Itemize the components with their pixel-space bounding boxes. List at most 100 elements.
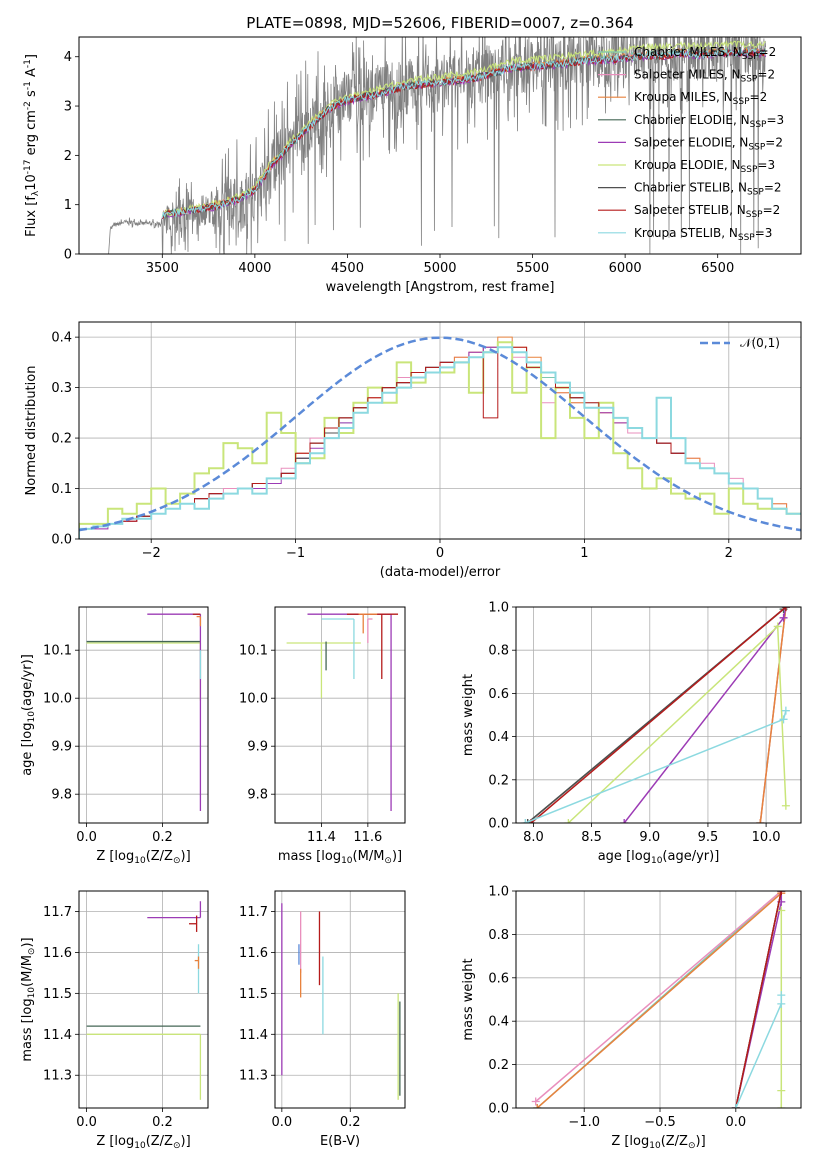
weight-vs-age-marker bbox=[781, 801, 790, 810]
residuals-ytick-label: 0.1 bbox=[51, 482, 72, 497]
weight-vs-Z-ytick-label: 0.0 bbox=[488, 1102, 509, 1117]
mass-vs-ebv-frame bbox=[274, 890, 406, 1109]
mass-vs-ebv-axes: 0.0 0.2 11.3 11.4 11.5 11.6 11.7 E(B-V) bbox=[239, 890, 406, 1149]
weight-vs-age-line bbox=[530, 607, 787, 823]
weight-vs-Z-frame bbox=[515, 890, 802, 1109]
weight-vs-Z-xtick-label: −1.0 bbox=[568, 1115, 600, 1130]
age-vs-mass-ytick-label: 10.0 bbox=[239, 692, 268, 707]
spectrum-legend-label: Chabrier STELIB, NSSP​=2 bbox=[634, 181, 782, 198]
mass-vs-ebv-xlabel: E(B-V) bbox=[320, 1134, 360, 1149]
mass-vs-ebv-ytick-label: 11.6 bbox=[239, 946, 268, 961]
weight-vs-Z-marker bbox=[777, 1104, 786, 1108]
mass-vs-Z-ytick-label: 11.4 bbox=[43, 1028, 72, 1043]
weight-vs-age-marker bbox=[523, 819, 532, 823]
spectrum-xlabel: wavelength [Angstrom, rest frame] bbox=[326, 280, 555, 295]
weight-vs-Z-marker bbox=[777, 906, 786, 915]
age-vs-mass-xtick-label: 11.6 bbox=[353, 830, 382, 845]
residuals-xlabel: (data-model)/error bbox=[380, 565, 501, 580]
normal-legend-label: 𝒩(0,1) bbox=[740, 336, 780, 350]
mass-vs-Z-xtick-label: 0.2 bbox=[152, 1115, 173, 1130]
age-vs-Z-frame bbox=[78, 606, 209, 824]
mass-vs-ebv-ticks: 0.0 0.2 11.3 11.4 11.5 11.6 11.7 bbox=[239, 905, 361, 1130]
residuals-xtick-label: −2 bbox=[142, 546, 161, 561]
age-vs-Z-ylabel: age [log10​(age/yr)] bbox=[20, 654, 37, 776]
spectrum-xtick-label: 5500 bbox=[516, 261, 549, 276]
weight-vs-Z-ytick-label: 0.4 bbox=[488, 1015, 509, 1030]
weight-vs-age-xlabel: age [log10​(age/yr)] bbox=[598, 849, 720, 866]
age-vs-Z-ytick-label: 10.1 bbox=[43, 644, 72, 659]
weight-vs-Z-line bbox=[735, 995, 783, 1108]
spectrum-legend-label: Salpeter MILES, NSSP​=2 bbox=[634, 68, 775, 85]
weight-vs-Z-marker bbox=[531, 1097, 540, 1106]
weight-vs-age-ytick-label: 0.6 bbox=[488, 687, 509, 702]
spectrum-legend: Chabrier MILES, NSSP​=2 Salpeter MILES, N… bbox=[598, 45, 784, 243]
weight-vs-age-marker bbox=[781, 706, 790, 715]
spectrum-model-line bbox=[161, 40, 766, 218]
spectrum-ytick-label: 2 bbox=[64, 149, 72, 164]
age-vs-mass-xlabel: mass [log10​(M/M⊙​)] bbox=[278, 849, 402, 866]
mass-vs-ebv-ytick-label: 11.4 bbox=[239, 1028, 268, 1043]
age-vs-Z-xtick-label: 0.0 bbox=[76, 830, 97, 845]
weight-vs-age-xtick-label: 9.0 bbox=[639, 830, 660, 845]
weight-vs-Z-marker bbox=[777, 991, 786, 1000]
spectrum-legend-label: Chabrier ELODIE, NSSP​=3 bbox=[634, 113, 784, 130]
weight-vs-Z-marker bbox=[777, 999, 786, 1008]
weight-vs-age-xtick-label: 9.5 bbox=[698, 830, 719, 845]
weight-vs-age-marker bbox=[521, 819, 530, 823]
mass-vs-ebv-ytick-label: 11.3 bbox=[239, 1069, 268, 1084]
mass-vs-Z-ytick-label: 11.6 bbox=[43, 946, 72, 961]
spectrum-ytick-label: 4 bbox=[64, 50, 72, 65]
weight-vs-Z-ticks: −1.0 −0.5 0.0 0.0 0.2 0.4 0.6 0.8 1.0 bbox=[488, 885, 746, 1131]
age-vs-Z-ytick-label: 9.9 bbox=[51, 740, 72, 755]
residuals-ticks: −2 −1 0 1 2 0.0 0.1 0.2 0.3 0.4 bbox=[51, 331, 733, 561]
residual-hist-step bbox=[79, 346, 801, 539]
age-vs-mass-ytick-label: 9.9 bbox=[247, 740, 268, 755]
weight-vs-Z-line bbox=[536, 892, 782, 1108]
weight-vs-age-marker bbox=[620, 819, 629, 823]
residuals-xtick-label: 2 bbox=[725, 546, 733, 561]
spectrum-xtick-label: 4000 bbox=[238, 261, 271, 276]
mass-vs-Z-ytick-label: 11.7 bbox=[43, 905, 72, 920]
age-vs-Z-xlabel: Z [log10​(Z/Z⊙​)] bbox=[96, 849, 190, 866]
age-vs-Z-plot bbox=[86, 613, 202, 811]
spectrum-title: PLATE=0898, MJD=52606, FIBERID=0007, z=0… bbox=[246, 14, 633, 32]
mass-vs-ebv-plot bbox=[281, 903, 401, 1100]
weight-vs-age-xtick-label: 10.0 bbox=[752, 830, 781, 845]
spectrum-ylabel: Flux [fλ​10-17​ erg cm-2​ s-1​ A-1​] bbox=[23, 54, 41, 237]
mass-vs-Z-plot bbox=[86, 901, 202, 1100]
weight-vs-age-frame bbox=[515, 606, 802, 824]
spectrum-model-line bbox=[161, 47, 766, 219]
mass-vs-Z-xtick-label: 0.0 bbox=[76, 1115, 97, 1130]
weight-vs-age-line bbox=[623, 607, 787, 823]
residuals-ytick-label: 0.4 bbox=[51, 331, 72, 346]
age-vs-mass-ytick-label: 10.1 bbox=[239, 644, 268, 659]
age-vs-Z-axes: 0.0 0.2 9.8 9.9 10.0 10.1 Z [log10​(Z/Z⊙​)] age… bbox=[20, 606, 209, 866]
weight-vs-Z-line bbox=[535, 891, 782, 1103]
weight-vs-Z-xtick-label: 0.0 bbox=[725, 1115, 746, 1130]
residuals-legend: 𝒩(0,1) bbox=[700, 336, 780, 350]
spectrum-ticks: 3500 4000 4500 5000 5500 6000 6500 0 1 2 3 4 bbox=[64, 50, 735, 276]
residuals-ylabel: Normed distribution bbox=[24, 366, 39, 496]
weight-vs-age-ytick-label: 0.4 bbox=[488, 730, 509, 745]
residuals-axes: −2 −1 0 1 2 0.0 0.1 0.2 0.3 0.4 (data-model)/error… bbox=[24, 321, 802, 580]
weight-vs-Z-marker bbox=[731, 1104, 740, 1108]
weight-vs-age-ytick-label: 0.0 bbox=[488, 817, 509, 832]
mass-vs-ebv-ytick-label: 11.7 bbox=[239, 905, 268, 920]
spectrum-legend-label: Kroupa MILES, NSSP​=2 bbox=[634, 90, 767, 107]
weight-vs-Z-marker bbox=[777, 891, 786, 895]
age-vs-Z-ytick-label: 9.8 bbox=[51, 788, 72, 803]
spectrum-data-line bbox=[108, 37, 766, 254]
weight-vs-age-ylabel: mass weight bbox=[461, 674, 476, 756]
weight-vs-age-ticks: 8.0 8.5 9.0 9.5 10.0 0.0 0.2 0.4 0.6 0.8 1.0 bbox=[488, 601, 780, 846]
spectrum-xtick-label: 5000 bbox=[423, 261, 456, 276]
weight-vs-Z-marker bbox=[777, 1086, 786, 1095]
weight-vs-age-axes: 8.0 8.5 9.0 9.5 10.0 0.0 0.2 0.4 0.6 0.8 1.0 age [l… bbox=[461, 601, 802, 866]
age-vs-mass-plot bbox=[286, 613, 399, 811]
age-vs-mass-xtick-label: 11.4 bbox=[307, 830, 336, 845]
age-vs-mass-ytick-label: 9.8 bbox=[247, 788, 268, 803]
weight-vs-age-marker bbox=[781, 607, 790, 611]
weight-vs-age-marker bbox=[779, 715, 788, 724]
mass-vs-ebv-ytick-label: 11.5 bbox=[239, 987, 268, 1002]
weight-vs-age-line bbox=[759, 607, 787, 823]
